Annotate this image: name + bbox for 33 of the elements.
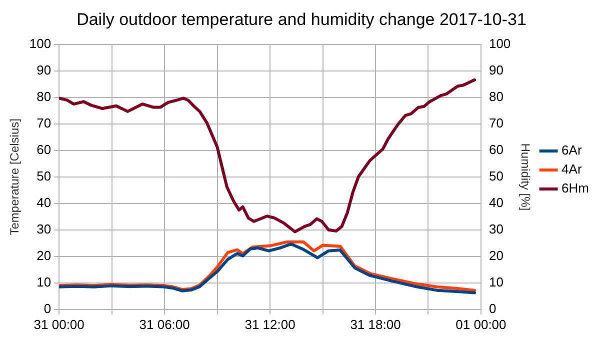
y2-tick-label: 10 — [488, 274, 504, 290]
y-tick-label: 100 — [29, 36, 52, 51]
x-tick-label: 31 00:00 — [34, 316, 84, 332]
y2-axis-title: Humidity [%] — [518, 143, 533, 211]
x-tick-label: 31 06:00 — [139, 316, 190, 332]
y-tick-label: 90 — [36, 62, 52, 78]
y-tick-label: 30 — [36, 221, 52, 236]
legend-label: 6Hm — [562, 180, 590, 196]
x-tick-label: 31 18:00 — [350, 316, 401, 332]
y2-tick-label: 20 — [488, 248, 504, 263]
y2-tick-label: 60 — [488, 142, 504, 157]
x-tick-label: 01 00:00 — [456, 316, 506, 332]
y-axis-title: Temperature [Celsius] — [8, 118, 22, 236]
y2-tick-label: 90 — [488, 62, 504, 78]
y2-tick-label: 80 — [488, 88, 504, 104]
y2-tick-label: 40 — [488, 194, 504, 210]
y-tick-label: 50 — [36, 168, 52, 184]
y2-tick-label: 0 — [488, 300, 496, 316]
legend-label: 6Ar — [562, 142, 582, 158]
y-tick-label: 0 — [44, 300, 52, 316]
y2-tick-label: 70 — [488, 115, 504, 130]
x-tick-label: 31 12:00 — [244, 316, 296, 332]
chart-title: Daily outdoor temperature and humidity change 2017-10-31 — [76, 10, 526, 29]
y-tick-label: 10 — [36, 274, 52, 290]
y-tick-label: 40 — [36, 194, 52, 210]
y2-tick-label: 100 — [488, 36, 511, 51]
y-tick-label: 60 — [36, 142, 52, 157]
legend-label: 4Ar — [562, 162, 582, 177]
y-tick-label: 70 — [36, 115, 52, 130]
y2-tick-label: 30 — [488, 221, 504, 236]
y-tick-label: 20 — [36, 248, 52, 263]
y2-tick-label: 50 — [488, 168, 504, 184]
y-tick-label: 80 — [36, 88, 52, 104]
